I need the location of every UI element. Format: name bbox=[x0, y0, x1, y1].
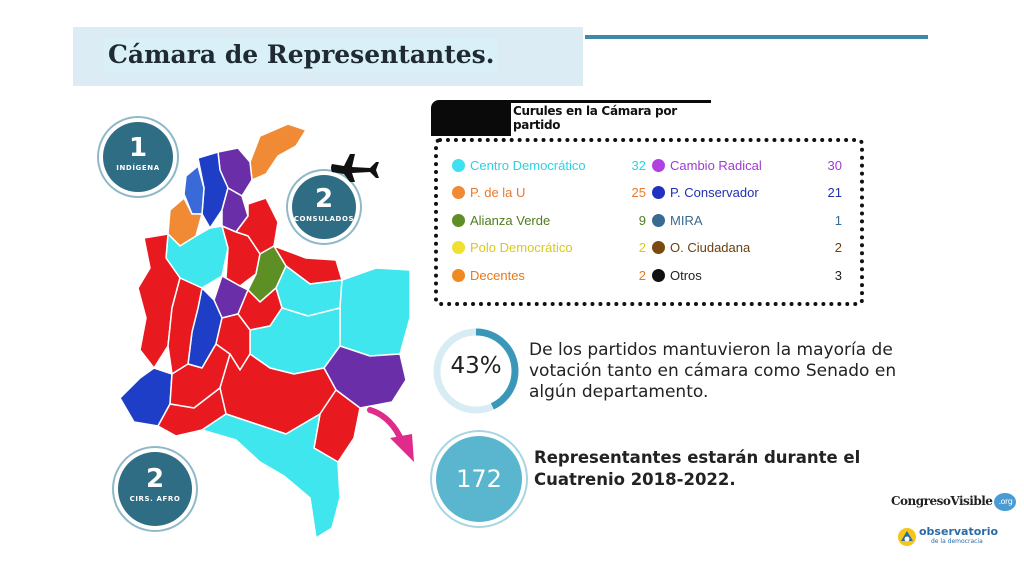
colombia-map bbox=[119, 123, 411, 538]
legend-dot bbox=[452, 214, 465, 227]
legend-dot bbox=[452, 269, 465, 282]
legend-dot bbox=[652, 269, 665, 282]
representatives-count: 172 bbox=[436, 436, 522, 522]
legend-row: Otros 3 bbox=[652, 265, 847, 287]
header-rule bbox=[585, 35, 928, 39]
legend-row: Polo Democrático 2 bbox=[452, 237, 646, 259]
legend-value: 21 bbox=[827, 185, 842, 200]
legend-dot bbox=[452, 159, 465, 172]
badge-consulados-number: 2 bbox=[314, 184, 334, 214]
legend-value: 32 bbox=[631, 158, 646, 173]
legend-header-line bbox=[511, 100, 711, 103]
legend-name: MIRA bbox=[670, 213, 703, 228]
percent-value: 43% bbox=[450, 353, 502, 379]
legend-name: P. Conservador bbox=[670, 185, 759, 200]
legend-row: O. Ciudadana 2 bbox=[652, 237, 847, 259]
congreso-visible-logo: CongresoVisible .org bbox=[891, 491, 1017, 511]
representatives-description: Representantes estarán durante el Cuatre… bbox=[534, 448, 861, 489]
badge-afro-label: CIRS. AFRO bbox=[129, 495, 181, 503]
legend-name: O. Ciudadana bbox=[670, 240, 751, 255]
legend-name: Cambio Radical bbox=[670, 158, 762, 173]
map-region-vichada bbox=[339, 267, 411, 357]
map-region-putumayo bbox=[157, 387, 227, 437]
badge-indigena-label: INDÍGENA bbox=[116, 164, 160, 172]
legend-dot bbox=[652, 159, 665, 172]
map-region-choco bbox=[137, 233, 181, 369]
observatorio-mark-icon bbox=[898, 528, 916, 546]
map-region-amazonas bbox=[201, 413, 341, 538]
legend-value: 30 bbox=[827, 158, 842, 173]
badge-afro-number: 2 bbox=[145, 464, 165, 494]
badge-indigena: 1 INDÍGENA bbox=[103, 122, 173, 192]
legend-name: Alianza Verde bbox=[470, 213, 551, 228]
legend-header-bar bbox=[431, 100, 511, 136]
legend-dot bbox=[652, 186, 665, 199]
airplane-icon bbox=[331, 154, 379, 182]
legend-dot bbox=[452, 241, 465, 254]
legend-row: Alianza Verde 9 bbox=[452, 210, 646, 232]
legend-dot bbox=[452, 186, 465, 199]
legend-name: Decentes bbox=[470, 268, 525, 283]
percent-ring bbox=[433, 328, 519, 414]
badge-consulados: 2 CONSULADOS bbox=[292, 175, 356, 239]
observatorio-subtitle: de la democracia bbox=[931, 538, 983, 545]
legend-value: 9 bbox=[638, 213, 646, 228]
legend-row: P. de la U 25 bbox=[452, 182, 646, 204]
legend-value: 25 bbox=[631, 185, 646, 200]
badge-afro: 2 CIRS. AFRO bbox=[118, 452, 192, 526]
legend-row: Centro Democrático 32 bbox=[452, 155, 646, 177]
legend-name: Polo Democrático bbox=[470, 240, 573, 255]
observatorio-name: observatorio bbox=[919, 525, 999, 538]
legend-value: 2 bbox=[834, 240, 842, 255]
legend-value: 2 bbox=[638, 268, 646, 283]
legend-row: MIRA 1 bbox=[652, 210, 847, 232]
congreso-visible-badge: .org bbox=[994, 492, 1017, 511]
percent-description: De los partidos mantuvieron la mayoría d… bbox=[529, 340, 897, 402]
percent-ring-arc bbox=[433, 328, 519, 414]
legend-name: Otros bbox=[670, 268, 702, 283]
legend-value: 1 bbox=[834, 213, 842, 228]
legend-name: Centro Democrático bbox=[470, 158, 586, 173]
legend-name: P. de la U bbox=[470, 185, 526, 200]
legend-value: 3 bbox=[834, 268, 842, 283]
legend-row: Decentes 2 bbox=[452, 265, 646, 287]
legend-value: 2 bbox=[638, 240, 646, 255]
legend-dot bbox=[652, 214, 665, 227]
arrow-icon bbox=[367, 407, 414, 462]
legend-box: Centro Democrático 32 P. de la U 25 Alia… bbox=[434, 138, 864, 306]
legend-dot bbox=[652, 241, 665, 254]
legend-header: Curules en la Cámara por partido bbox=[431, 100, 711, 136]
badge-indigena-number: 1 bbox=[128, 133, 148, 163]
legend-row: Cambio Radical 30 bbox=[652, 155, 847, 177]
page-title: Cámara de Representantes. bbox=[104, 38, 499, 72]
badge-consulados-label: CONSULADOS bbox=[293, 215, 355, 223]
map-region-guajira bbox=[249, 123, 307, 181]
legend-title: Curules en la Cámara por partido bbox=[513, 104, 677, 132]
legend-row: P. Conservador 21 bbox=[652, 182, 847, 204]
congreso-visible-name: CongresoVisible bbox=[891, 494, 993, 508]
